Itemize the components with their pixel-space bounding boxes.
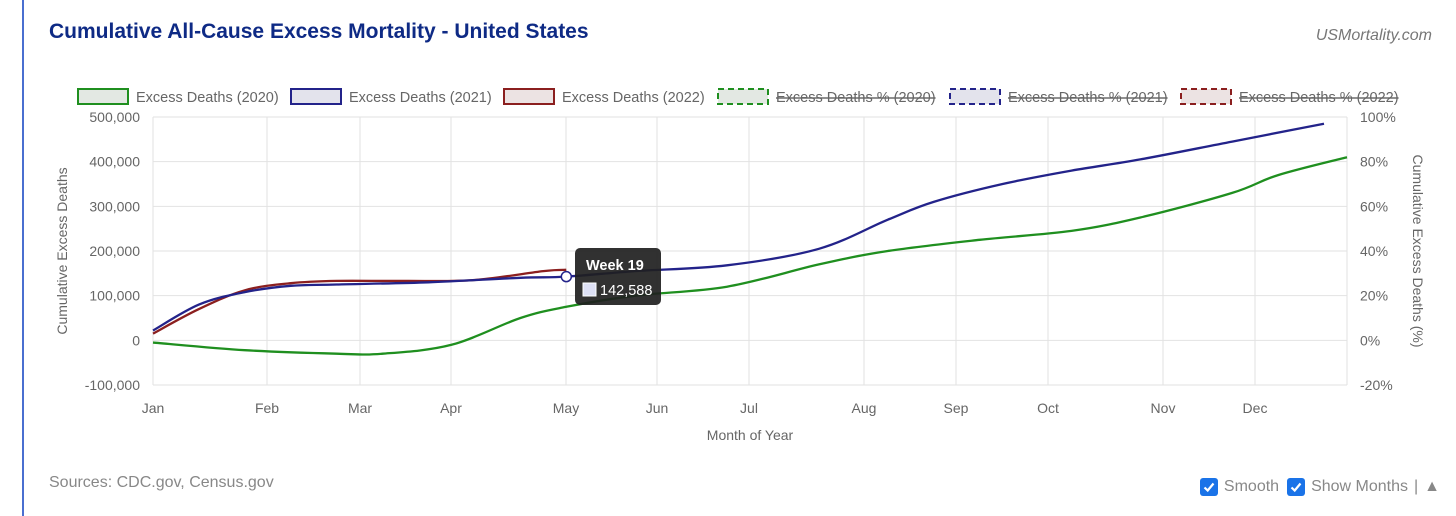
tooltip: Week 19 142,588 xyxy=(560,248,661,305)
y2-tick-label: 60% xyxy=(1360,198,1388,214)
y2-tick-label: 100% xyxy=(1360,109,1396,125)
check-icon xyxy=(1203,482,1215,493)
show-months-checkbox[interactable] xyxy=(1287,478,1306,496)
x-tick-label: Apr xyxy=(440,400,462,416)
y-axis-title: Cumulative Excess Deaths xyxy=(54,167,70,334)
x-tick-label: May xyxy=(553,400,579,416)
left-border xyxy=(22,0,24,516)
brand-link[interactable]: USMortality.com xyxy=(1315,27,1432,44)
x-axis-ticks: Jan Feb Mar Apr May Jun Jul Aug Sep Oct Nov Dec xyxy=(142,400,1268,416)
y-tick-label: 200,000 xyxy=(89,243,140,259)
y2-tick-label: -20% xyxy=(1360,377,1393,393)
y2-tick-label: 20% xyxy=(1360,288,1388,304)
y2-tick-label: 40% xyxy=(1360,243,1388,259)
smooth-toggle[interactable]: Smooth xyxy=(1199,478,1280,496)
x-tick-label: Dec xyxy=(1243,400,1268,416)
y2-axis-ticks: 100% 80% 60% 40% 20% 0% -20% xyxy=(1360,109,1396,393)
legend-item[interactable]: Excess Deaths % (2020) xyxy=(717,88,936,106)
y-axis-ticks: 500,000 400,000 300,000 200,000 100,000 0 -100… xyxy=(85,109,140,393)
x-tick-label: Jan xyxy=(142,400,165,416)
chart-title: Cumulative All-Cause Excess Mortality - … xyxy=(49,20,589,43)
y2-tick-label: 0% xyxy=(1360,332,1380,348)
legend-item[interactable]: Excess Deaths (2022) xyxy=(503,88,705,106)
check-icon xyxy=(1290,482,1302,493)
legend-label: Excess Deaths % (2021) xyxy=(1008,90,1168,106)
legend-item[interactable]: Excess Deaths % (2021) xyxy=(949,88,1168,106)
legend-swatch xyxy=(290,88,342,105)
legend-label: Excess Deaths % (2020) xyxy=(776,90,936,106)
controls-separator: | xyxy=(1414,478,1419,495)
smooth-label: Smooth xyxy=(1223,478,1280,495)
y2-tick-label: 80% xyxy=(1360,154,1388,170)
legend-swatch xyxy=(1180,88,1232,105)
legend-item[interactable]: Excess Deaths (2020) xyxy=(77,88,279,106)
y-tick-label: 400,000 xyxy=(89,154,140,170)
show-months-label: Show Months xyxy=(1311,478,1408,495)
legend-item[interactable]: Excess Deaths (2021) xyxy=(290,88,492,106)
x-tick-label: Sep xyxy=(944,400,969,416)
series-line-2020 xyxy=(152,156,1348,356)
series-lines xyxy=(152,122,1348,356)
tooltip-swatch xyxy=(582,282,597,297)
legend-label: Excess Deaths (2022) xyxy=(562,90,705,106)
chart-canvas[interactable]: Excess Deaths (2020) Excess Deaths (2021)… xyxy=(0,0,1456,470)
x-axis-title: Month of Year xyxy=(707,427,794,443)
legend: Excess Deaths (2020) Excess Deaths (2021)… xyxy=(77,88,1399,106)
legend-item[interactable]: Excess Deaths % (2022) xyxy=(1180,88,1399,106)
x-tick-label: Jun xyxy=(646,400,669,416)
y-tick-label: -100,000 xyxy=(85,377,140,393)
chart-controls: Smooth Show Months | ▲ xyxy=(1199,478,1440,496)
x-tick-label: Mar xyxy=(348,400,372,416)
grid-lines xyxy=(152,116,1348,386)
legend-label: Excess Deaths % (2022) xyxy=(1239,90,1399,106)
y2-axis-title: Cumulative Excess Deaths (%) xyxy=(1410,155,1426,348)
x-tick-label: Oct xyxy=(1037,400,1059,416)
x-tick-label: Feb xyxy=(255,400,279,416)
show-months-toggle[interactable]: Show Months xyxy=(1287,478,1408,496)
legend-label: Excess Deaths (2021) xyxy=(349,90,492,106)
legend-label: Excess Deaths (2020) xyxy=(136,90,279,106)
x-tick-label: Nov xyxy=(1151,400,1176,416)
legend-swatch xyxy=(949,88,1001,105)
sources-note: Sources: CDC.gov, Census.gov xyxy=(49,474,274,491)
legend-swatch xyxy=(503,88,555,105)
legend-swatch xyxy=(77,88,129,105)
collapse-triangle-icon[interactable]: ▲ xyxy=(1424,478,1440,495)
series-line-2022 xyxy=(152,268,567,335)
x-tick-label: Aug xyxy=(852,400,877,416)
tooltip-value: 142,588 xyxy=(600,283,652,299)
legend-swatch xyxy=(717,88,769,105)
y-tick-label: 0 xyxy=(132,332,140,348)
y-tick-label: 500,000 xyxy=(89,109,140,125)
x-tick-label: Jul xyxy=(740,400,758,416)
y-tick-label: 100,000 xyxy=(89,288,140,304)
hover-point-marker xyxy=(560,270,573,283)
tooltip-title: Week 19 xyxy=(586,258,644,274)
series-line-2021 xyxy=(152,122,1325,332)
y-tick-label: 300,000 xyxy=(89,198,140,214)
smooth-checkbox[interactable] xyxy=(1199,478,1218,496)
